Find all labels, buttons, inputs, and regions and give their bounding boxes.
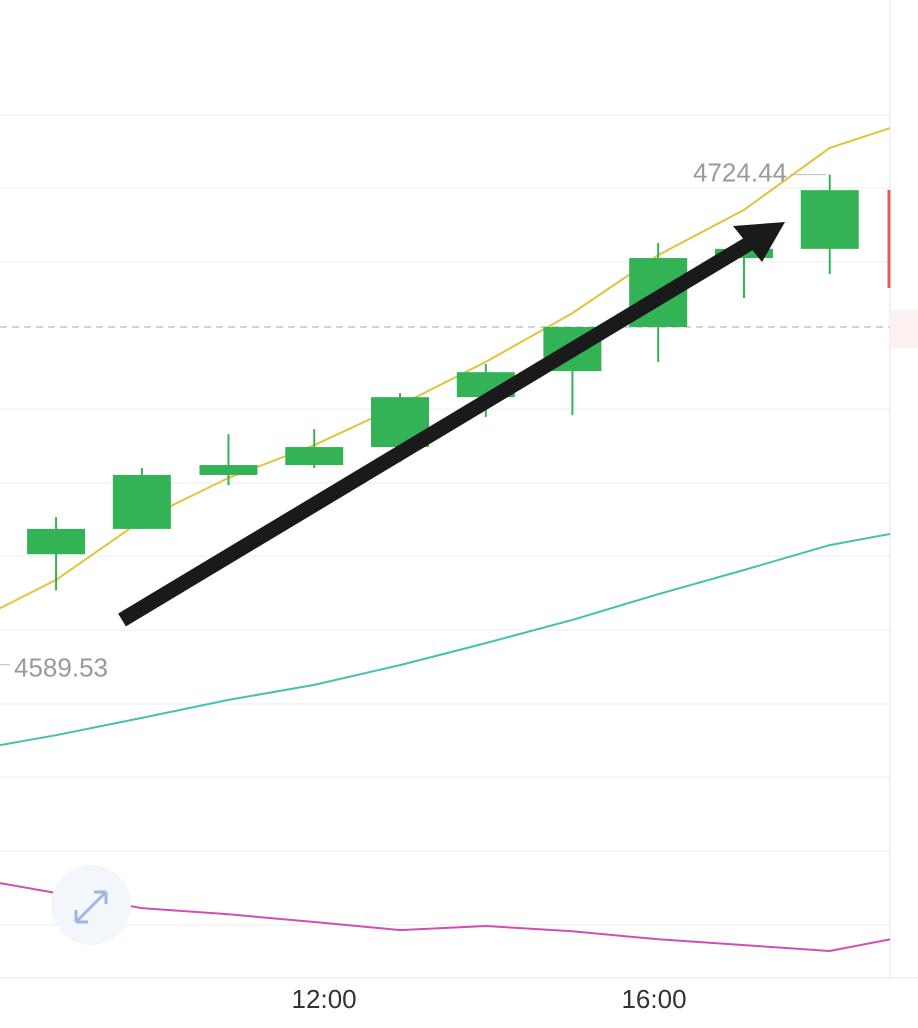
- trend-arrow: [118, 222, 785, 627]
- expand-button[interactable]: [51, 865, 131, 945]
- indicator-line: [0, 127, 891, 610]
- high-label: 4724.44: [693, 157, 787, 187]
- candle-body: [112, 474, 171, 529]
- indicator-line: [0, 533, 891, 747]
- candle-body: [199, 465, 258, 475]
- x-tick-label: 16:00: [621, 984, 686, 1014]
- plot: 12:00 16:00 4724.44 4589.53: [0, 127, 891, 1014]
- price-tag: [890, 310, 918, 348]
- arrow-shaft: [118, 233, 759, 627]
- grid: [0, 0, 918, 979]
- candle-body: [27, 528, 86, 555]
- indicator-line: [0, 882, 891, 953]
- low-label: 4589.53: [14, 653, 108, 683]
- x-tick-label: 12:00: [292, 984, 357, 1014]
- candle-body: [800, 190, 859, 249]
- expand-icon[interactable]: [74, 890, 108, 924]
- arrow-head: [733, 222, 785, 262]
- candle-body: [285, 447, 344, 466]
